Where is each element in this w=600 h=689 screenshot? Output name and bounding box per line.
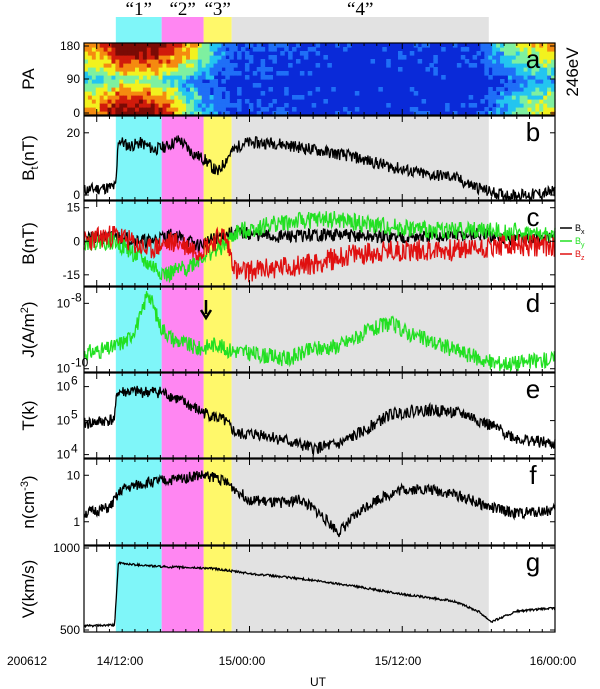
x-tick-label: 15/00:00 [219, 654, 266, 668]
y-tick-exponent: -10 [71, 356, 89, 370]
y-tick-exponent: 5 [71, 408, 78, 422]
y-tick-label: 1000 [53, 541, 80, 555]
b-bz-trace [83, 225, 556, 283]
y-axis-label-e: T(k) [19, 400, 38, 430]
t-trace [83, 385, 556, 456]
panel-frame-f [83, 458, 556, 546]
y-tick-exponent: 6 [71, 374, 78, 388]
y-tick-label: 10 [57, 414, 71, 428]
y-tick-label: 20 [67, 126, 81, 140]
b-by-trace [83, 211, 556, 284]
panel-letter-g: g [526, 547, 540, 577]
y-tick-exponent: 4 [71, 442, 78, 456]
interval-labels: “1” “2” “3” “4” [126, 0, 374, 20]
y-tick-label: 0 [73, 188, 80, 202]
panel-letter-b: b [526, 117, 540, 147]
y-tick-label: 0 [73, 234, 80, 248]
y-tick-label: 1 [73, 515, 80, 529]
x-tick-label: 16/00:00 [530, 654, 577, 668]
panel-letter-e: e [526, 374, 540, 404]
x-tick-label: 14/12:00 [97, 654, 144, 668]
interval-band-4 [231, 17, 489, 632]
y-tick-label: 10 [67, 468, 81, 482]
interval-label-3: “3” [204, 0, 230, 20]
interval-label-2: “2” [169, 0, 195, 20]
panel-letter-f: f [529, 460, 537, 490]
n-trace [83, 470, 556, 538]
interval-bands [115, 17, 489, 632]
y-tick-label: 10 [57, 296, 71, 310]
interval-label-4: “4” [347, 0, 373, 20]
y-tick-label: 90 [67, 72, 81, 86]
legend-label-y: By [575, 236, 585, 249]
v-trace [83, 561, 556, 629]
y-tick-exponent: -8 [71, 290, 82, 304]
panel-letter-d: d [526, 288, 540, 318]
y-axis-label-f: n(cm-3) [19, 475, 38, 528]
x-axis-label: UT [310, 675, 327, 689]
y-tick-label: 10 [57, 380, 71, 394]
legend-label-z: Bz [575, 249, 585, 262]
bt-trace [83, 135, 556, 203]
panel-frame-e [83, 372, 556, 459]
y-axis-label-c: B(nT) [19, 222, 38, 265]
panel-frame-b [83, 115, 556, 201]
energy-label: 246eV [563, 47, 582, 97]
pa-heatmap-cells [84, 43, 556, 116]
y-axis-label-d: J(A/m2) [19, 301, 38, 357]
x-tick-label: 15/12:00 [375, 654, 422, 668]
y-tick-label: -15 [63, 268, 81, 282]
y-axis-label-a: PA [19, 68, 38, 90]
y-tick-label: 10 [57, 362, 71, 376]
y-tick-label: 0 [73, 106, 80, 120]
y-tick-label: 500 [60, 623, 80, 637]
interval-label-1: “1” [126, 0, 152, 20]
legend-label-x: Bx [575, 223, 585, 236]
interval-band-2 [161, 17, 204, 632]
j-trace [83, 291, 556, 373]
y-axis-label-g: V(km/s) [19, 560, 38, 619]
y-axis-label-b: Bt(nT) [19, 135, 41, 181]
y-tick-label: 180 [60, 39, 80, 53]
panel-frame-c [83, 200, 556, 287]
panel-letter-c: c [527, 202, 540, 232]
panel-letter-a: a [526, 44, 541, 74]
y-tick-label: 15 [67, 201, 81, 215]
y-tick-label: 10 [57, 448, 71, 462]
event-arrow [199, 300, 213, 321]
date-label: 200612 [7, 654, 47, 668]
panel-frame-g [83, 545, 556, 633]
interval-band-3 [203, 17, 232, 632]
panel-frame-d [83, 286, 556, 373]
